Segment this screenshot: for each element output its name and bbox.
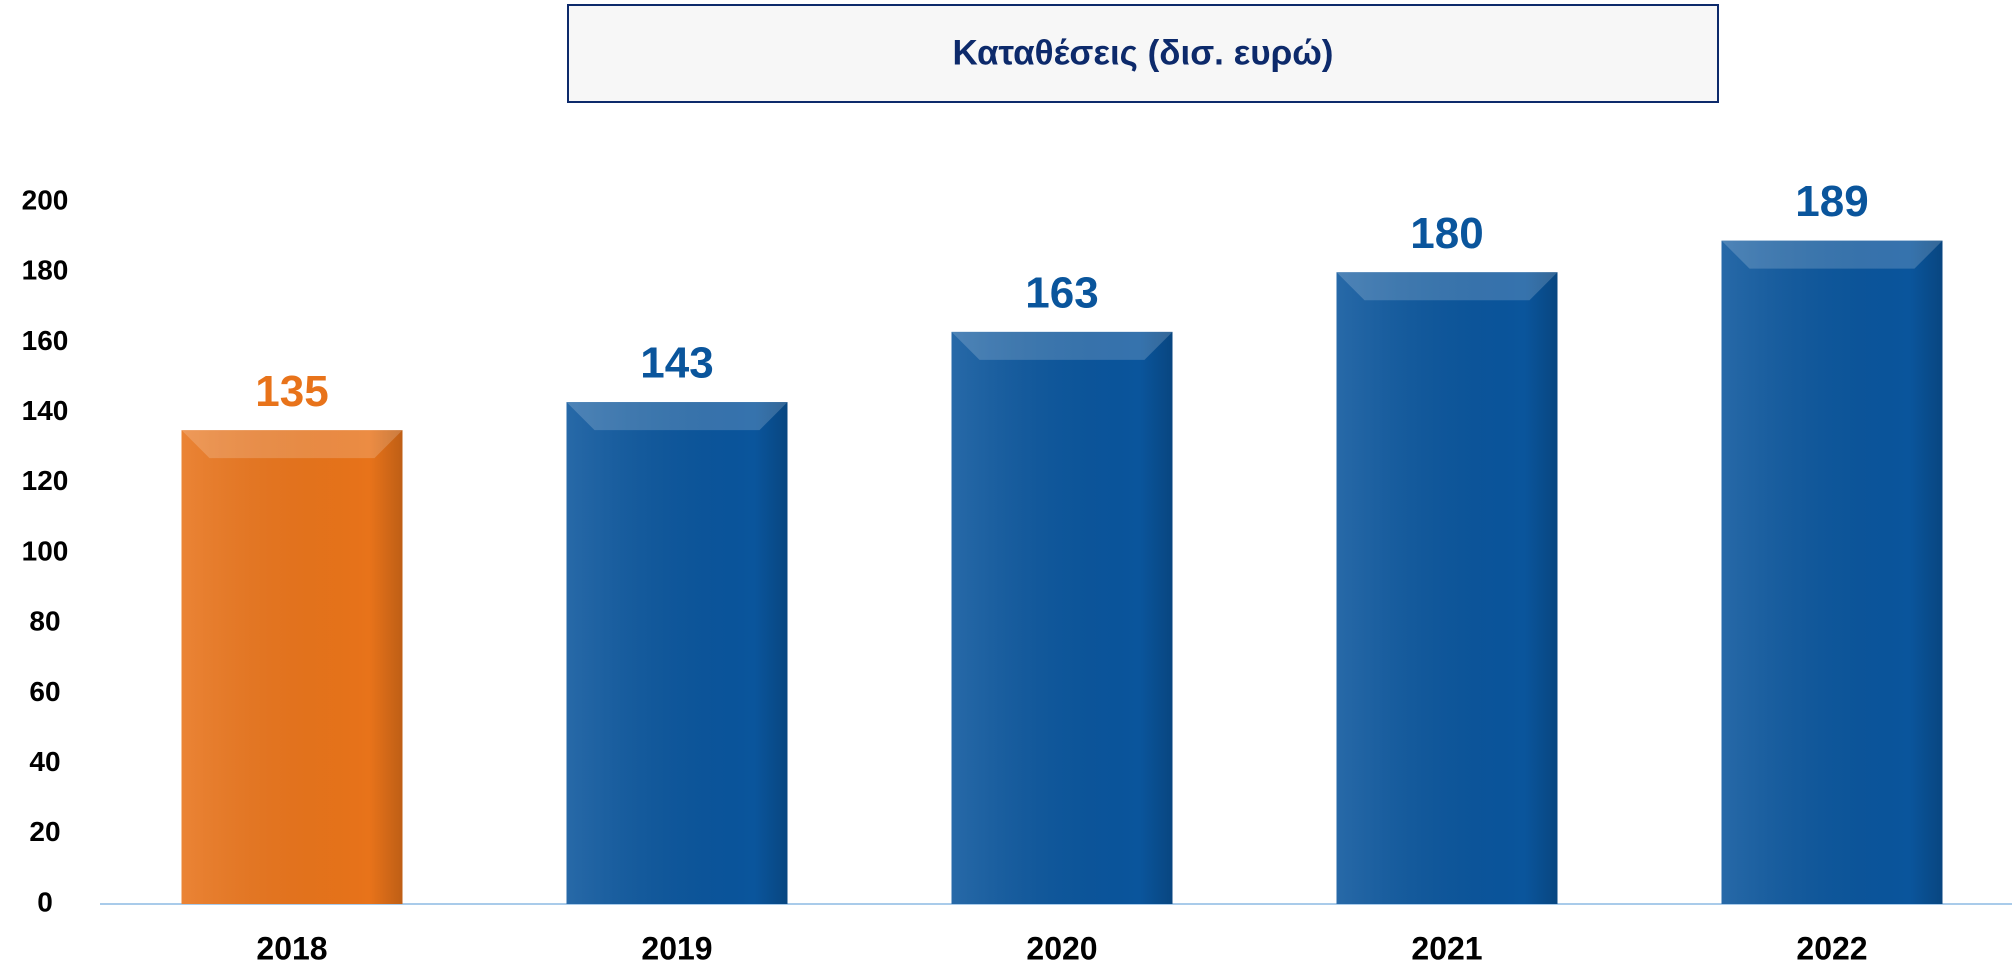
y-tick-label: 40 [29, 746, 60, 777]
y-tick-label: 180 [22, 255, 69, 286]
value-label: 180 [1410, 209, 1483, 258]
y-tick-label: 60 [29, 676, 60, 707]
value-label: 143 [640, 339, 713, 388]
bar-bevel [951, 331, 1173, 360]
x-tick-label: 2019 [641, 930, 712, 966]
y-tick-label: 100 [22, 535, 69, 566]
x-tick-label: 2022 [1796, 930, 1867, 966]
bar-bevel [181, 430, 403, 459]
y-tick-label: 80 [29, 606, 60, 637]
bar-bevel [1336, 272, 1558, 301]
bar-shade [1336, 272, 1558, 904]
y-tick-label: 0 [37, 886, 53, 917]
bar-shade [181, 430, 403, 904]
bar-shade [951, 331, 1173, 904]
value-label: 135 [255, 367, 328, 416]
bar-bevel [566, 402, 788, 431]
y-tick-label: 20 [29, 816, 60, 847]
title-box [567, 4, 1719, 103]
value-label: 163 [1025, 268, 1098, 317]
y-tick-label: 160 [22, 325, 69, 356]
bar-bevel [1721, 240, 1943, 269]
bar-shade [566, 402, 788, 904]
bar-shade [1721, 240, 1943, 905]
y-tick-label: 120 [22, 465, 69, 496]
value-label: 189 [1795, 177, 1868, 226]
x-tick-label: 2018 [256, 930, 327, 966]
x-tick-label: 2021 [1411, 930, 1482, 966]
y-tick-label: 200 [22, 184, 69, 215]
chart-title: Καταθέσεις (δισ. ευρώ) [953, 33, 1334, 72]
x-tick-label: 2020 [1026, 930, 1097, 966]
y-tick-label: 140 [22, 395, 69, 426]
